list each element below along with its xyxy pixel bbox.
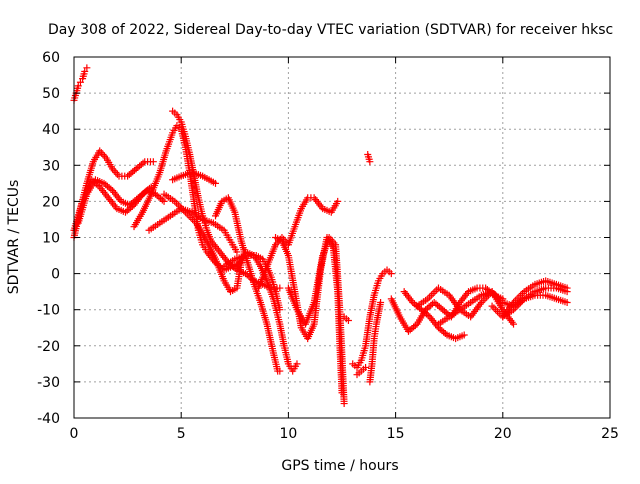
data-point xyxy=(426,293,434,301)
x-tick-label: 15 xyxy=(387,426,405,442)
y-tick-label: 10 xyxy=(42,231,60,247)
data-point xyxy=(81,67,89,75)
data-point xyxy=(424,311,432,319)
y-tick-label: -40 xyxy=(37,411,60,427)
data-point xyxy=(113,170,121,178)
ticks: 0 5 10 15 20 25 -40 -30 -20 -10 0 10 20 30 40 50 60 xyxy=(37,50,619,442)
data-point xyxy=(107,185,115,193)
data-point xyxy=(99,150,107,158)
series-sat-g xyxy=(169,169,220,187)
series-sat-p xyxy=(336,313,352,325)
series-sat-h xyxy=(145,205,241,256)
series-sat-m xyxy=(254,194,342,292)
data-point xyxy=(563,298,571,306)
data-point xyxy=(83,64,91,72)
series-sat-a xyxy=(70,64,91,104)
data-point xyxy=(479,297,487,305)
data-point xyxy=(76,78,84,86)
series-sat-r xyxy=(353,363,370,379)
chart-title: Day 308 of 2022, Sidereal Day-to-day VTE… xyxy=(48,22,613,38)
data-point xyxy=(441,330,449,338)
series-sat-t xyxy=(364,150,374,166)
data-point xyxy=(212,179,220,187)
data-point xyxy=(411,322,419,330)
data-point xyxy=(387,270,395,278)
data-point xyxy=(492,306,500,314)
x-tick-label: 25 xyxy=(601,426,619,442)
x-tick-label: 5 xyxy=(177,426,186,442)
data-point xyxy=(233,248,241,256)
x-tick-label: 0 xyxy=(70,426,79,442)
y-tick-label: 40 xyxy=(42,122,60,138)
data-point xyxy=(460,331,468,339)
data-point xyxy=(377,298,385,306)
y-tick-label: 50 xyxy=(42,86,60,102)
data-point xyxy=(112,169,120,177)
x-tick-label: 10 xyxy=(279,426,297,442)
data-point xyxy=(510,320,518,328)
data-point xyxy=(427,291,435,299)
data-point xyxy=(74,82,82,90)
data-point xyxy=(490,304,498,312)
data-point xyxy=(330,239,338,247)
data-point xyxy=(276,284,284,292)
data-point xyxy=(334,197,342,205)
series-sat-q xyxy=(349,266,395,371)
data-point xyxy=(563,284,571,292)
data-point xyxy=(293,360,301,368)
data-point xyxy=(429,289,437,297)
data-point xyxy=(160,197,168,205)
y-tick-label: 60 xyxy=(42,50,60,66)
data-point xyxy=(518,289,526,297)
data-point xyxy=(139,159,147,167)
data-point xyxy=(276,367,284,375)
y-tick-label: -20 xyxy=(37,339,60,355)
data-point xyxy=(344,317,352,325)
y-tick-label: 30 xyxy=(42,158,60,174)
x-tick-label: 20 xyxy=(494,426,512,442)
data-point xyxy=(362,363,370,371)
data-point xyxy=(515,293,523,301)
series-sat-z xyxy=(499,277,571,321)
grid xyxy=(74,57,610,418)
series-sat-i xyxy=(160,190,250,296)
series-sat-s xyxy=(366,298,385,386)
x-axis-label: GPS time / hours xyxy=(281,458,398,474)
y-tick-label: 20 xyxy=(42,194,60,210)
data-point xyxy=(340,400,348,408)
series-sat-v xyxy=(400,288,468,343)
data-point xyxy=(488,302,496,310)
y-tick-label: -30 xyxy=(37,375,60,391)
y-tick-label: 0 xyxy=(51,267,60,283)
data-point xyxy=(173,199,181,207)
data-points xyxy=(70,64,571,408)
data-point xyxy=(149,158,157,166)
y-tick-label: -10 xyxy=(37,303,60,319)
data-point xyxy=(366,158,374,166)
y-axis-label: SDTVAR / TECUs xyxy=(6,180,22,295)
data-point xyxy=(158,196,166,204)
